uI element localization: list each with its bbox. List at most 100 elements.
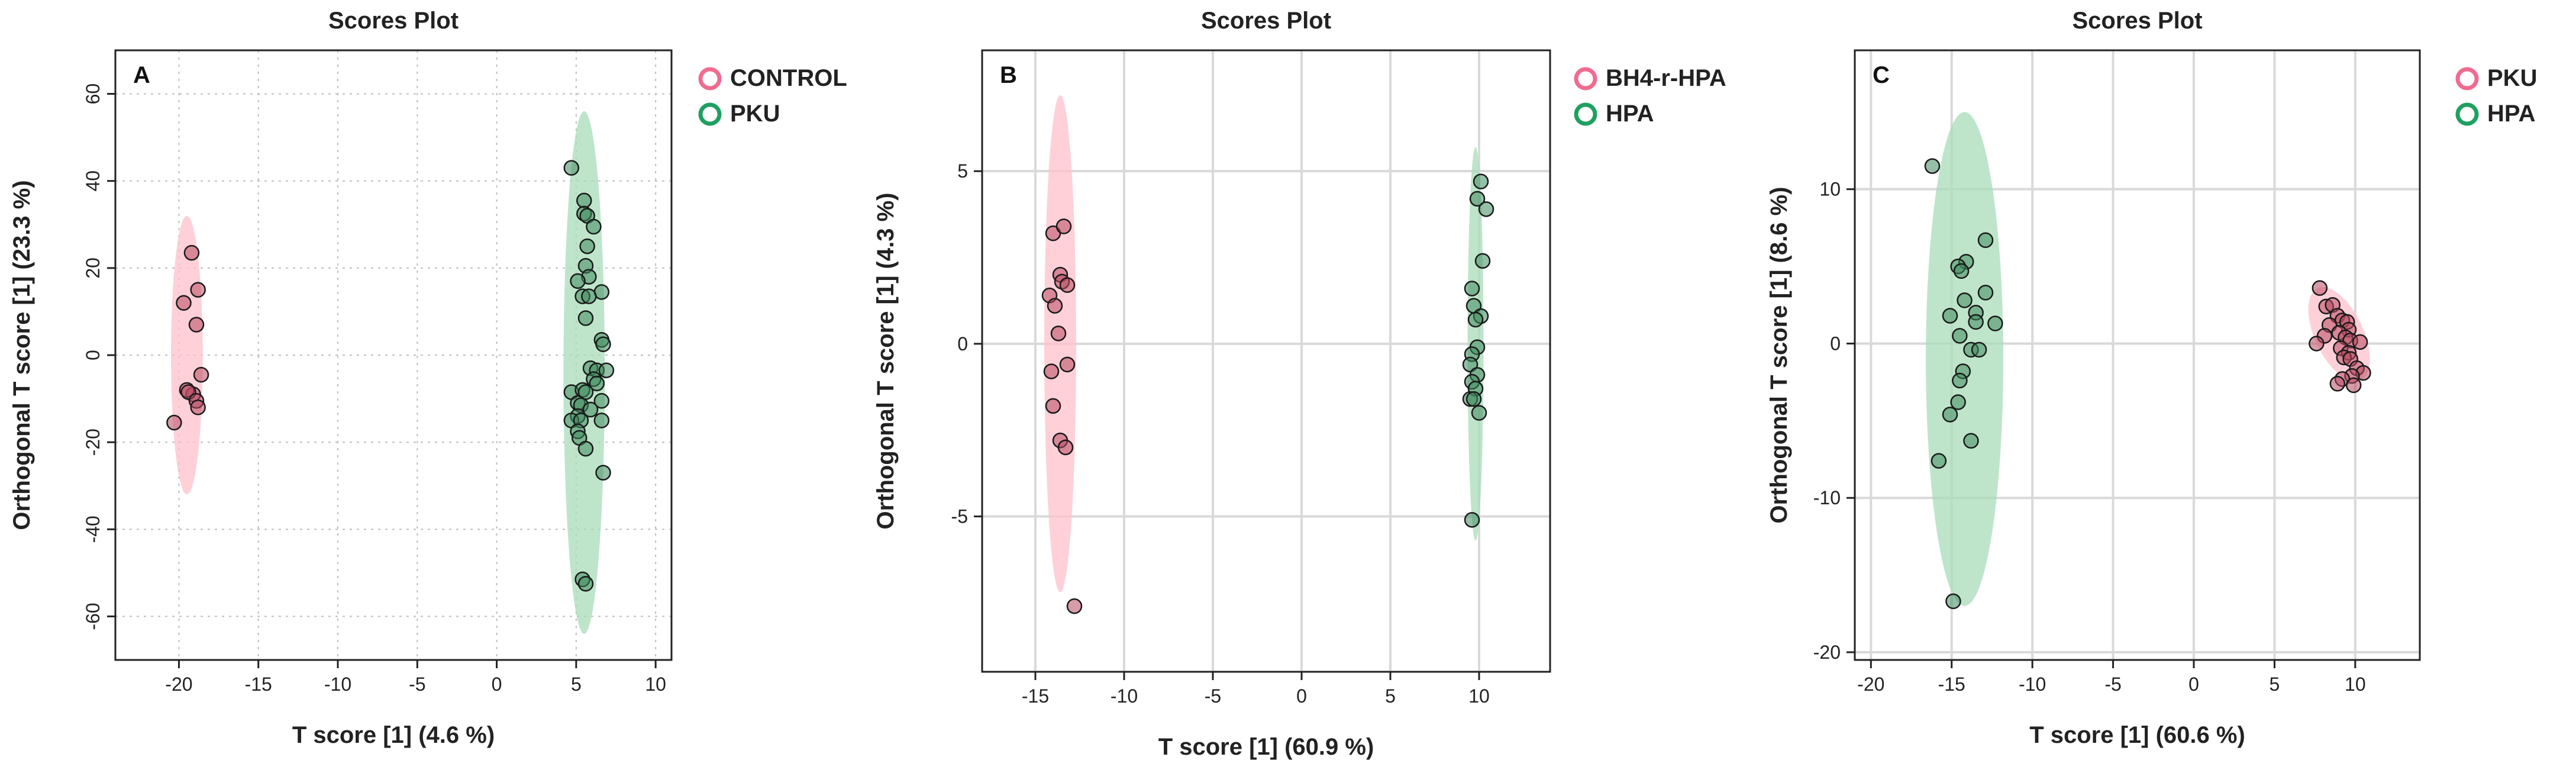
data-point: [1971, 342, 1987, 358]
x-tick-label: 0: [2188, 674, 2199, 695]
data-point: [1950, 394, 1966, 410]
y-tick-label: -20: [1813, 642, 1841, 663]
y-tick-label: -10: [1813, 487, 1841, 508]
panel-label: C: [1873, 62, 1890, 88]
data-point: [1474, 253, 1491, 269]
x-tick-label: 5: [1385, 685, 1396, 707]
data-point: [577, 310, 594, 326]
data-point: [1473, 173, 1489, 189]
data-point: [2309, 336, 2325, 352]
data-point: [579, 238, 595, 255]
panel-label: A: [133, 62, 150, 88]
data-point: [1057, 439, 1074, 456]
x-tick-label: 5: [571, 674, 582, 695]
legend-marker: [1574, 67, 1597, 91]
data-point: [1055, 218, 1072, 234]
x-tick-label: 10: [645, 674, 666, 695]
data-point: [582, 401, 599, 418]
data-point: [1952, 328, 1968, 344]
y-tick-label: 0: [1830, 333, 1841, 354]
data-point: [1464, 281, 1480, 297]
x-axis-label: T score [1] (60.6 %): [2029, 722, 2245, 748]
legend-marker: [1574, 102, 1597, 126]
legend-entry: PKU: [2487, 65, 2537, 91]
panel-c: Scores Plot -20 -15 -10 -5 0 5 10 -20 -10 0 10 C T sc…: [1766, 8, 2537, 748]
legend-marker: [698, 67, 722, 91]
x-tick-label: -15: [245, 674, 272, 695]
data-point: [1464, 512, 1480, 528]
data-point: [563, 160, 580, 176]
data-point: [188, 317, 205, 333]
legend-marker: [698, 102, 722, 126]
data-point: [1465, 391, 1482, 407]
data-point: [586, 218, 602, 235]
data-point: [1043, 363, 1060, 379]
data-point: [589, 375, 605, 392]
data-point: [193, 366, 209, 383]
data-point: [1469, 191, 1486, 207]
legend-entry: PKU: [730, 101, 780, 127]
y-tick-label: -60: [82, 603, 104, 630]
x-tick-label: 10: [2345, 674, 2366, 695]
y-tick-label: 40: [82, 170, 104, 192]
y-tick-label: -5: [951, 506, 968, 527]
data-point: [1953, 263, 1970, 279]
confidence-ellipse-hpa: [1926, 112, 2004, 606]
legend-marker: [2455, 67, 2479, 91]
data-point: [1987, 315, 2003, 331]
y-tick-label: 20: [82, 257, 104, 279]
data-point: [1047, 298, 1063, 314]
x-tick-label: -10: [324, 674, 351, 695]
data-point: [595, 465, 611, 481]
panel-b: Scores Plot -15 -10 -5 0 5 10 -5 0 5 B T score [1] …: [873, 8, 1726, 760]
x-tick-label: 5: [2270, 674, 2280, 695]
y-tick-label: -40: [82, 516, 104, 543]
plot-frame: [1854, 49, 2421, 661]
y-tick-label: 0: [82, 350, 104, 360]
data-point: [2329, 375, 2346, 392]
x-axis-label: T score [1] (60.9 %): [1158, 734, 1374, 760]
x-tick-label: -5: [2104, 674, 2121, 695]
legend-entry: HPA: [1606, 101, 1654, 127]
legend-entry: HPA: [2487, 101, 2535, 127]
data-point: [1968, 314, 1984, 330]
x-tick-label: -5: [409, 674, 425, 695]
data-point: [1471, 405, 1487, 421]
y-axis-label: Orthogonal T score [1] (8.6 %): [1766, 187, 1792, 524]
data-point: [598, 362, 615, 378]
panel-label: B: [1000, 62, 1017, 88]
data-point: [166, 414, 182, 431]
data-point: [1050, 326, 1067, 342]
confidence-ellipse-bh4-r-hpa: [1044, 95, 1076, 592]
x-tick-label: 0: [492, 674, 502, 695]
data-point: [190, 282, 206, 298]
x-tick-label: -5: [1205, 685, 1221, 707]
data-point: [576, 192, 592, 209]
y-tick-label: 5: [957, 160, 968, 182]
y-axis-label: Orthogonal T score [1] (4.3 %): [873, 193, 899, 530]
data-point: [570, 273, 586, 289]
data-point: [2352, 334, 2368, 350]
data-point: [1963, 433, 1979, 449]
data-point: [1924, 158, 1941, 174]
y-tick-label: 10: [1819, 179, 1841, 200]
chart-title: Scores Plot: [1201, 8, 1331, 34]
legend-entry: BH4-r-HPA: [1606, 65, 1726, 91]
data-point: [1931, 453, 1947, 469]
y-tick-label: 60: [82, 83, 104, 105]
x-tick-label: -10: [1111, 685, 1138, 707]
y-tick-label: 0: [957, 333, 968, 355]
chart-title: Scores Plot: [2072, 8, 2202, 34]
data-point: [1977, 232, 1994, 248]
data-point: [1945, 593, 1961, 610]
x-tick-label: -15: [1938, 674, 1965, 695]
data-point: [1942, 407, 1958, 423]
panel-a: Scores Plot -20 -15 -10 -5 0 5 10 -60 -40 -20 0 20 40…: [9, 8, 847, 748]
x-axis-label: T score [1] (4.6 %): [292, 722, 495, 748]
x-tick-label: 10: [1468, 685, 1490, 707]
data-point: [1478, 201, 1494, 217]
data-point: [190, 400, 206, 416]
data-point: [1952, 372, 1968, 389]
data-point: [577, 576, 594, 592]
